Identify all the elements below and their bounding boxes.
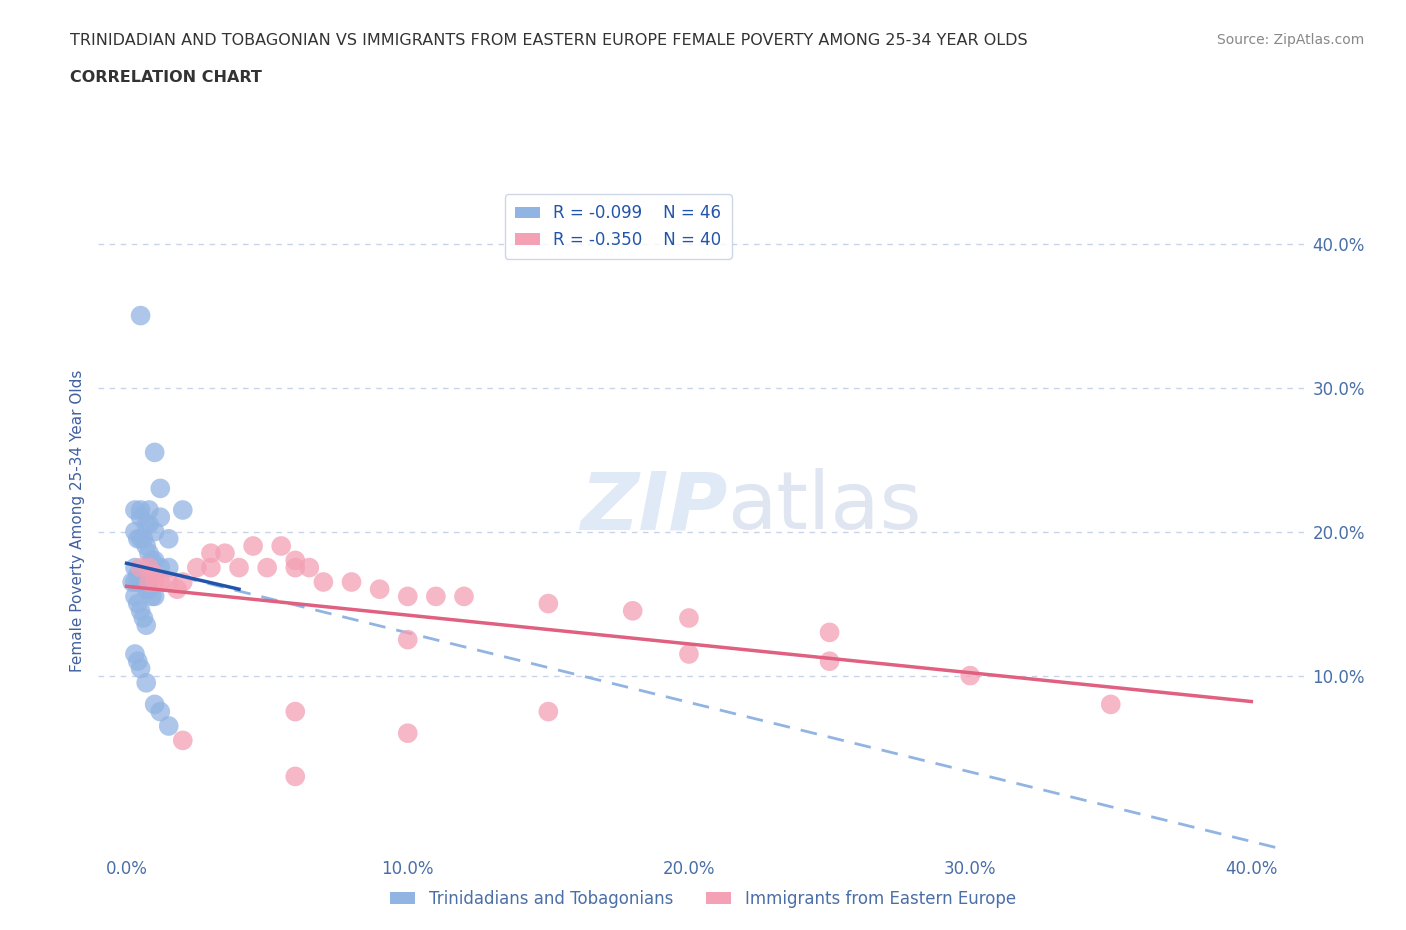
Point [124,646,146,661]
Point [256,560,278,575]
Point [129,531,152,546]
Point [537,704,560,719]
Point [124,502,146,517]
Point [124,575,146,590]
Point [135,538,157,553]
Point [143,553,166,568]
Point [143,697,166,711]
Point [284,769,307,784]
Point [149,560,172,575]
Point [127,575,149,590]
Point [138,502,160,517]
Point [132,611,155,626]
Point [284,553,307,568]
Point [124,589,146,604]
Legend: Trinidadians and Tobagonians, Immigrants from Eastern Europe: Trinidadians and Tobagonians, Immigrants… [384,883,1022,914]
Point [678,611,700,626]
Point [242,538,264,553]
Point [132,575,155,590]
Point [537,596,560,611]
Point [127,531,149,546]
Point [214,546,236,561]
Point [127,567,149,582]
Point [284,560,307,575]
Point [149,510,172,525]
Point [135,675,157,690]
Point [678,646,700,661]
Point [138,582,160,597]
Point [129,510,152,525]
Point [818,654,841,669]
Point [143,575,166,590]
Point [453,589,475,604]
Point [143,525,166,539]
Point [166,582,188,597]
Point [157,531,180,546]
Point [141,589,163,604]
Point [959,668,981,683]
Point [818,625,841,640]
Point [127,596,149,611]
Text: TRINIDADIAN AND TOBAGONIAN VS IMMIGRANTS FROM EASTERN EUROPE FEMALE POVERTY AMON: TRINIDADIAN AND TOBAGONIAN VS IMMIGRANTS… [70,33,1028,47]
Point [143,589,166,604]
Point [621,604,644,618]
Point [143,445,166,459]
Point [284,704,307,719]
Point [132,531,155,546]
Point [172,502,194,517]
Point [270,538,292,553]
Point [368,582,391,597]
Point [425,589,447,604]
Point [121,575,143,590]
Point [396,589,419,604]
Point [200,560,222,575]
Point [340,575,363,590]
Point [135,582,157,597]
Point [138,517,160,532]
Point [138,560,160,575]
Point [157,719,180,734]
Point [186,560,208,575]
Point [312,575,335,590]
Point [138,546,160,561]
Point [124,560,146,575]
Text: ZIP: ZIP [579,469,727,547]
Point [1099,697,1122,711]
Point [172,575,194,590]
Point [157,575,180,590]
Point [129,502,152,517]
Point [129,308,152,323]
Text: atlas: atlas [727,469,921,547]
Text: CORRELATION CHART: CORRELATION CHART [70,70,262,85]
Point [135,517,157,532]
Point [172,733,194,748]
Point [143,567,166,582]
Point [138,575,160,590]
Point [157,560,180,575]
Point [135,618,157,632]
Point [149,481,172,496]
Text: Source: ZipAtlas.com: Source: ZipAtlas.com [1216,33,1364,46]
Point [129,575,152,590]
Point [228,560,250,575]
Point [149,704,172,719]
Point [141,553,163,568]
Y-axis label: Female Poverty Among 25-34 Year Olds: Female Poverty Among 25-34 Year Olds [70,369,86,672]
Point [396,632,419,647]
Point [127,654,149,669]
Point [129,560,152,575]
Point [129,604,152,618]
Point [149,575,172,590]
Point [129,661,152,676]
Point [298,560,321,575]
Point [396,725,419,740]
Point [200,546,222,561]
Point [124,525,146,539]
